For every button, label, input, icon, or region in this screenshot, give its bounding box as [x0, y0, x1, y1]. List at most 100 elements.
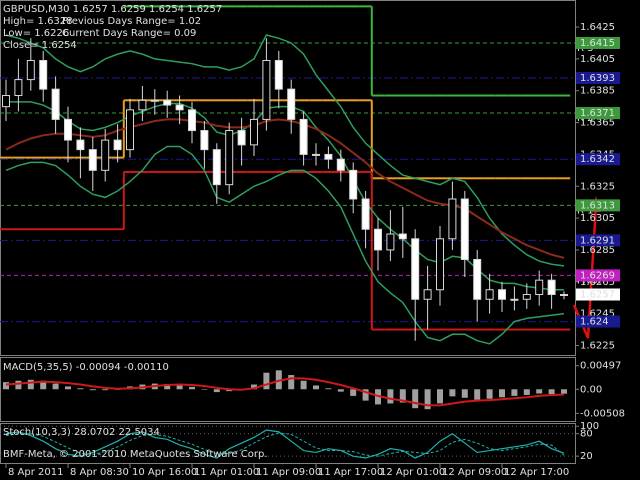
- x-tick-label: 11 Apr 17:00: [318, 467, 383, 478]
- y-tick-label: 1.6325: [580, 181, 615, 192]
- macd-bar: [536, 389, 543, 394]
- candle-body: [299, 118, 308, 155]
- candle-body: [262, 59, 271, 120]
- info-text: High= 1.6328: [3, 16, 73, 27]
- macd-bar: [313, 385, 319, 390]
- candle-body: [498, 289, 506, 300]
- level-value: 1.624: [580, 317, 609, 328]
- macd-bar: [15, 380, 22, 390]
- y-tick-label: 1.6305: [580, 213, 615, 224]
- candle-body: [485, 289, 494, 300]
- candle-body: [547, 279, 556, 296]
- candle-body: [126, 109, 134, 151]
- candle-body: [336, 158, 345, 171]
- y-tick-label: 1.6225: [580, 340, 615, 351]
- macd-bar: [486, 389, 493, 399]
- last-price: 1.6257: [580, 290, 615, 301]
- candle-body: [423, 289, 432, 300]
- candle-body: [560, 294, 568, 297]
- macd-bar: [176, 385, 183, 390]
- x-tick-label: 11 Apr 01:00: [194, 467, 259, 478]
- marks: R 3R 2R 1Pivot: [0, 5, 602, 468]
- level-box: [576, 199, 620, 212]
- y-tick-label: -0.00508: [580, 408, 625, 419]
- level-value: 1.6415: [580, 38, 615, 49]
- candle-body: [460, 198, 469, 260]
- macd-bar: [189, 386, 195, 390]
- info-text: Current Days Range= 0.09: [62, 28, 196, 39]
- level-value: 1.6291: [580, 235, 615, 246]
- macd-bar: [523, 389, 530, 395]
- macd-bar: [164, 384, 171, 390]
- y-tick-label: 1.6365: [580, 118, 615, 129]
- macd-bar: [40, 380, 47, 390]
- level-value: 1.6269: [580, 270, 615, 281]
- y-tick-label: 0.00: [580, 384, 602, 395]
- candle-body: [473, 258, 482, 300]
- level-box: [576, 234, 620, 247]
- macd-bar: [548, 389, 555, 394]
- level-box: [576, 269, 620, 282]
- macd-bar: [300, 380, 307, 390]
- info-text: Low= 1.6226: [3, 28, 69, 39]
- macd-bar: [288, 375, 295, 390]
- last-price-box: [576, 288, 620, 301]
- candle-body: [26, 59, 35, 81]
- stoch-title: Stoch(10,3,3) 28.0702 22.5034: [3, 427, 160, 438]
- y-tick-label: 100: [580, 421, 599, 432]
- candle-body: [374, 228, 382, 251]
- x-tick-label: 8 Apr 2011: [8, 467, 63, 478]
- y-tick-label: 0.00497: [580, 361, 621, 372]
- macd-signal: [5, 377, 565, 407]
- level-box: [576, 153, 620, 166]
- candle-body: [510, 298, 519, 301]
- level-value: 1.6313: [580, 200, 615, 211]
- candle-body: [88, 149, 97, 171]
- copyright: BMF-Meta, © 2001-2010 MetaQuotes Softwar…: [3, 449, 268, 460]
- candle-body: [287, 88, 296, 120]
- x-tick-label: 12 Apr 09:00: [442, 467, 507, 478]
- candle-body: [398, 233, 407, 240]
- level-value: 1.6342: [580, 154, 615, 165]
- level-value: 1.6393: [580, 73, 615, 84]
- candle-body: [76, 139, 85, 151]
- candle-body: [522, 294, 531, 300]
- level-box: [576, 315, 620, 328]
- candle-body: [237, 130, 246, 146]
- macd-bar: [337, 389, 344, 392]
- candle-body: [535, 279, 544, 296]
- candle-body: [188, 109, 196, 132]
- macd-bar: [362, 389, 369, 401]
- price-panel: [0, 0, 576, 356]
- candle-body: [349, 169, 358, 200]
- macd-bar: [387, 389, 394, 404]
- candle-body: [138, 99, 147, 111]
- candle-body: [113, 139, 122, 151]
- macd-bar: [263, 372, 270, 390]
- candle-body: [175, 104, 184, 111]
- y-tick-label: 1.6425: [580, 22, 615, 33]
- y-tick-label: 1.6265: [580, 277, 615, 288]
- candle-body: [386, 233, 395, 251]
- candle-body: [14, 79, 23, 97]
- y-tick-label: 1.6285: [580, 245, 615, 256]
- candle-body: [225, 130, 234, 186]
- x-tick-label: 11 Apr 09:00: [256, 467, 321, 478]
- macd-bar: [213, 389, 220, 393]
- macd-bar: [77, 388, 84, 390]
- macd-bar: [201, 389, 208, 390]
- info-text: Previous Days Range= 1.02: [62, 16, 201, 27]
- band-lower: [5, 145, 565, 345]
- candle-body: [2, 95, 10, 108]
- macd-bar: [3, 382, 9, 390]
- moving-average: [5, 118, 565, 259]
- x-tick-label: 12 Apr 17:00: [504, 467, 569, 478]
- macd-bar: [437, 389, 443, 404]
- stoch-main: [5, 429, 565, 459]
- candle-body: [212, 149, 221, 186]
- x-tick-label: 8 Apr 08:30: [70, 467, 129, 478]
- stoch-signal: [5, 432, 565, 457]
- x-tick-label: 12 Apr 01:00: [380, 467, 445, 478]
- macd-title: MACD(5,35,5) -0.00094 -0.00110: [3, 362, 169, 373]
